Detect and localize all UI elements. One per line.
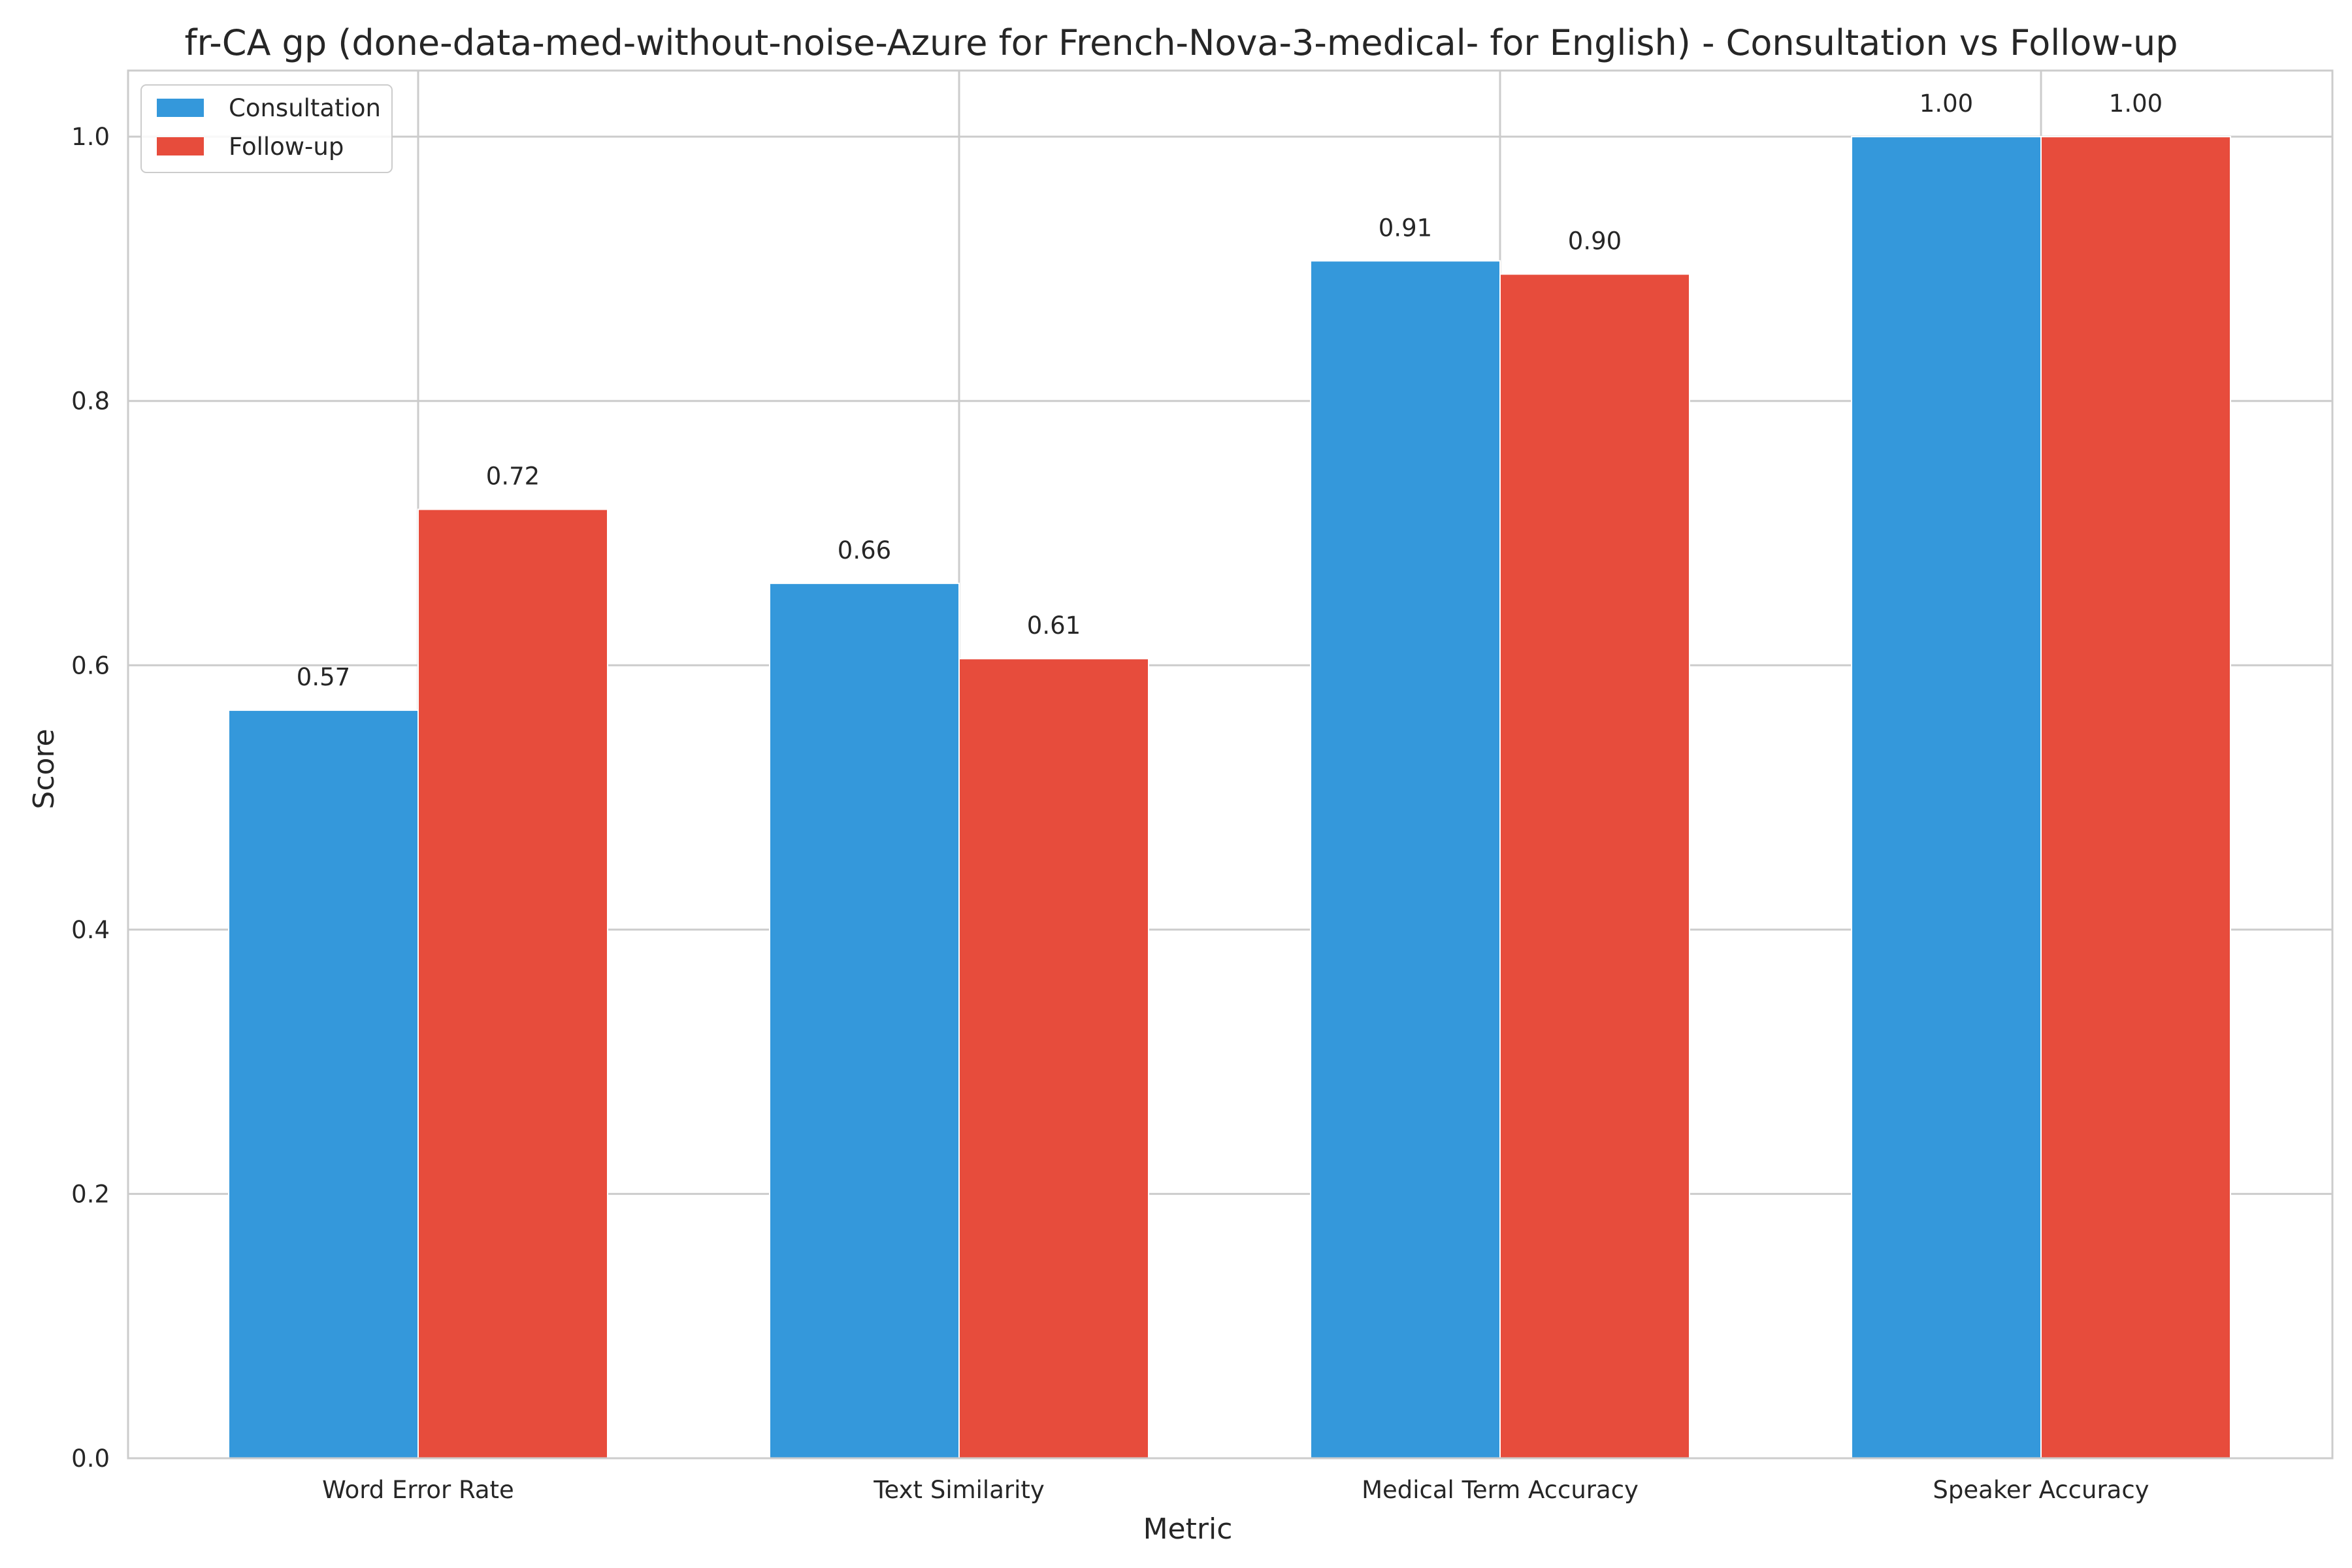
- data-label: 0.66: [838, 536, 891, 564]
- chart-title: fr-CA gp (done-data-med-without-noise-Az…: [185, 22, 2178, 63]
- legend-label: Consultation: [229, 94, 381, 122]
- bar-consultation: [1851, 136, 2042, 1460]
- y-axis-label: Score: [27, 728, 61, 809]
- legend-swatch: [157, 137, 204, 155]
- plot-frame: [127, 69, 2334, 1460]
- bar-consultation: [228, 710, 419, 1459]
- bar-consultation: [769, 582, 960, 1460]
- y-tick-label: 0.6: [71, 651, 110, 679]
- y-tick-label: 0.8: [71, 387, 110, 416]
- y-tick-label: 0.4: [71, 916, 110, 944]
- x-tick-label: Word Error Rate: [322, 1476, 514, 1504]
- y-tick-label: 0.2: [71, 1180, 110, 1208]
- x-tick-label: Text Similarity: [873, 1476, 1045, 1504]
- y-tick-label: 0.0: [71, 1445, 110, 1473]
- data-label: 0.72: [486, 463, 540, 491]
- bar-follow-up: [2040, 136, 2231, 1460]
- data-label: 0.91: [1379, 214, 1432, 242]
- data-label: 0.57: [297, 663, 350, 691]
- bar-follow-up: [417, 508, 608, 1459]
- x-axis-label: Metric: [1143, 1512, 1233, 1546]
- bar-consultation: [1310, 260, 1501, 1460]
- data-label: 1.00: [1919, 90, 1973, 118]
- x-tick-label: Speaker Accuracy: [1933, 1476, 2149, 1504]
- y-tick-label: 1.0: [71, 123, 110, 151]
- legend-swatch: [157, 99, 204, 117]
- data-label: 0.61: [1027, 612, 1081, 640]
- bars-group: [228, 136, 2231, 1460]
- x-tick-label: Medical Term Accuracy: [1362, 1476, 1639, 1504]
- legend: Consultation Follow-up: [140, 84, 393, 173]
- data-label: 1.00: [2109, 90, 2163, 118]
- legend-label: Follow-up: [229, 133, 344, 161]
- y-tick-labels: 0.0 0.2 0.4 0.6 0.8 1.0: [71, 123, 110, 1473]
- data-label: 0.90: [1568, 227, 1622, 255]
- x-tick-labels: Word Error Rate Text Similarity Medical Te…: [322, 1476, 2149, 1504]
- bar-follow-up: [1499, 273, 1690, 1459]
- bar-follow-up: [958, 658, 1149, 1460]
- data-labels: 0.57 0.66 0.91 1.00 0.72 0.61 0.90 1.00: [297, 90, 2163, 691]
